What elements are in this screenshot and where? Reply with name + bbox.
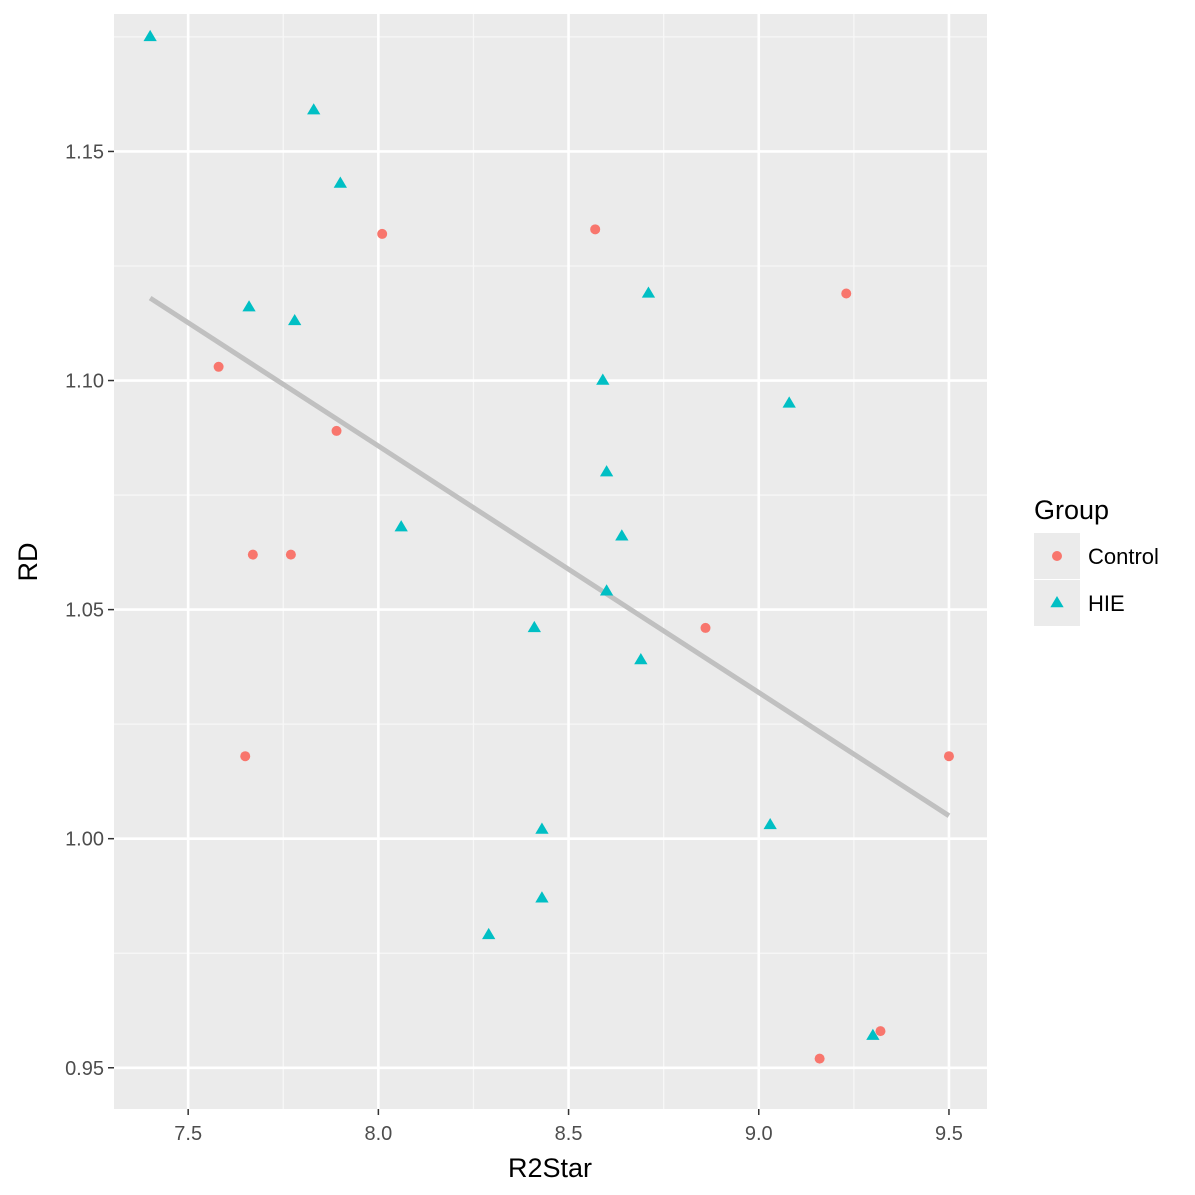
- x-axis-title: R2Star: [508, 1153, 592, 1183]
- hie-point: [307, 103, 321, 115]
- major-gridlines: [114, 14, 987, 1109]
- hie-point: [763, 817, 777, 830]
- control-point: [943, 751, 954, 762]
- hie-point: [288, 313, 302, 326]
- hie-point: [641, 286, 656, 298]
- minor-gridlines: [114, 14, 987, 1109]
- hie-point: [866, 1028, 880, 1040]
- x-axis: 7.5 8.0 8.5 9.0 9.5: [174, 1109, 963, 1145]
- x-tick-label: 7.5: [174, 1123, 202, 1145]
- hie-point: [599, 465, 614, 477]
- data-points: [143, 29, 954, 1064]
- hie-point: [394, 520, 408, 532]
- hie-point: [482, 927, 496, 940]
- x-tick-label: 8.5: [555, 1123, 583, 1145]
- y-tick-label: 1.00: [65, 829, 104, 851]
- legend-label-hie: HIE: [1088, 591, 1125, 616]
- control-point: [590, 224, 601, 235]
- y-tick-label: 1.10: [65, 371, 104, 393]
- hie-point: [634, 653, 648, 665]
- hie-point: [333, 176, 347, 188]
- x-tick-label: 9.0: [745, 1123, 773, 1145]
- control-point: [875, 1026, 886, 1037]
- control-point: [213, 361, 224, 372]
- y-tick-label: 1.15: [65, 141, 104, 163]
- legend: Group Control HIE: [1034, 495, 1159, 626]
- legend-title: Group: [1034, 495, 1109, 525]
- x-tick-label: 8.0: [364, 1123, 392, 1145]
- legend-symbol-hie: [1050, 596, 1064, 608]
- control-point: [841, 288, 852, 299]
- hie-point: [242, 300, 256, 312]
- hie-point: [143, 29, 157, 42]
- control-point: [814, 1053, 825, 1064]
- y-axis: 0.95 1.00 1.05 1.10 1.15: [65, 141, 114, 1080]
- control-point: [247, 549, 258, 560]
- hie-point: [535, 891, 549, 903]
- y-tick-label: 0.95: [65, 1058, 104, 1080]
- control-point: [377, 228, 388, 239]
- hie-point: [527, 620, 541, 633]
- control-point: [240, 751, 251, 762]
- trend-line: [148, 295, 951, 818]
- control-point: [700, 622, 711, 633]
- hie-point: [535, 822, 549, 834]
- legend-items: Control HIE: [1034, 533, 1159, 626]
- control-point: [285, 549, 296, 560]
- legend-symbol-control: [1052, 551, 1062, 561]
- legend-label-control: Control: [1088, 544, 1159, 569]
- plot-panel: [114, 14, 987, 1109]
- y-axis-title: RD: [13, 543, 43, 582]
- hie-point: [599, 584, 614, 596]
- hie-point: [596, 373, 610, 385]
- hie-point: [782, 396, 796, 408]
- control-point: [331, 425, 342, 436]
- y-tick-label: 1.05: [65, 600, 104, 622]
- x-tick-label: 9.5: [935, 1123, 963, 1145]
- trend-line-group: [148, 295, 951, 818]
- hie-point: [615, 529, 629, 541]
